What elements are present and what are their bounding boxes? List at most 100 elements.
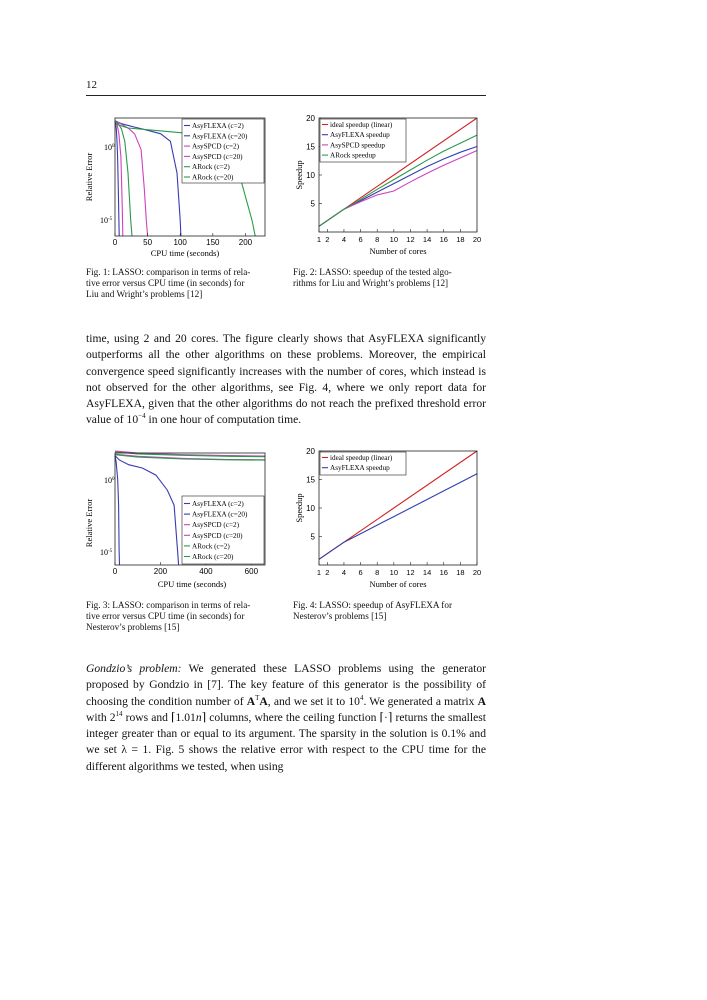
- figure-3-legend: AsyFLEXA (c=2) AsyFLEXA (c=20) AsySPCD (c=…: [181, 495, 265, 565]
- figure-3-legend-entry-asyspcd-c-20: AsySPCD (c=20): [192, 532, 243, 540]
- figure-1-caption: Fig. 1: LASSO: comparison in terms of re…: [86, 267, 286, 301]
- figure-2-xtick-label: 12: [406, 235, 414, 244]
- figure-4-xtick-label: 10: [390, 568, 398, 577]
- figure-1-legend: AsyFLEXA (c=2) AsyFLEXA (c=20) AsySPCD (c=…: [181, 118, 265, 184]
- figure-3-ytick-1: 10-5: [100, 548, 113, 557]
- matrix-symbol: A: [477, 694, 486, 708]
- figure-4-legend-entry-asyflexa-speedup: AsyFLEXA speedup: [330, 464, 390, 472]
- figure-3-legend-entry-asyflexa-c-2: AsyFLEXA (c=2): [192, 500, 244, 508]
- matrix-symbol: A: [246, 694, 256, 708]
- exponent: 14: [115, 710, 123, 719]
- figure-2-caption-line: Fig. 2: LASSO: speedup of the tested alg…: [293, 267, 452, 277]
- figure-3-caption-line: Nesterov’s problems [15]: [86, 622, 180, 633]
- figure-4-plot-area: [318, 450, 478, 560]
- figure-3-ytick-0: 100: [104, 476, 115, 485]
- figure-4-xtick-label: 6: [358, 568, 362, 577]
- figure-3-chart: 0 200 400 600 100 10-5 CPU time (seconds) R…: [84, 450, 266, 589]
- figure-3-series-asyspcd-c-2: [114, 450, 266, 457]
- figure-1-legend-entry-asyflexa-c-2: AsyFLEXA (c=2): [192, 122, 244, 130]
- figure-2-legend: ideal speedup (linear) AsyFLEXA speedup As…: [319, 118, 407, 163]
- figure-3-caption-line: tive error versus CPU time (in seconds) …: [86, 611, 245, 622]
- paragraph-1-exponent: −4: [138, 412, 146, 421]
- figure-3-caption-line: Fig. 3: LASSO: comparison in terms of re…: [86, 600, 251, 610]
- figure-4-xtick-label: 16: [440, 568, 448, 577]
- figure-1-ytick-1: 10-5: [100, 216, 113, 225]
- figure-4-xtick-label: 1: [317, 568, 321, 577]
- exponent: 4: [359, 693, 364, 702]
- figure-1-caption-line: Fig. 1: LASSO: comparison in terms of re…: [86, 267, 251, 277]
- figure-2-xtick-label: 16: [440, 235, 448, 244]
- figure-2-chart: 1 2 4 6 8 10 12 14 16 18 20 5 10 15 20 Number of cores…: [294, 114, 481, 256]
- matrix-symbol: A: [259, 694, 268, 708]
- figure-4-legend: ideal speedup (linear) AsyFLEXA speedup: [319, 451, 407, 476]
- figure-2-xtick-label: 2: [325, 235, 329, 244]
- figure-2-xtick-label: 1: [317, 235, 321, 244]
- variable-symbol: n: [195, 710, 202, 724]
- figure-2-legend-entry-ideal-speedup-linear: ideal speedup (linear): [330, 121, 393, 129]
- figure-4-xtick-label: 12: [406, 568, 414, 577]
- figure-1-ytick-0: 100: [104, 143, 115, 152]
- figure-1-series-asyflexa-c-2: [114, 120, 182, 237]
- paragraph-1-text: time, using 2 and 20 cores. The figure c…: [86, 332, 486, 427]
- figure-1-xtick-label: 0: [113, 238, 118, 247]
- figure-3-legend-entry-arock-c-2: ARock (c=2): [192, 542, 230, 550]
- figure-2-xtick-label: 18: [456, 235, 464, 244]
- figure-2-xlabel: Number of cores: [369, 246, 426, 256]
- figure-1-xlabel: CPU time (seconds): [151, 248, 220, 258]
- figure-4-xlabel: Number of cores: [369, 579, 426, 589]
- paragraph-2-text: . We generated a matrix: [363, 694, 478, 708]
- figure-2-plot-area: [318, 117, 478, 227]
- figure-2-xtick-label: 8: [375, 235, 379, 244]
- figure-4-chart: 1 2 4 6 8 10 12 14 16 18 20 5 10 15 20 Number of cores…: [294, 447, 481, 589]
- paragraph-2: Gondzio’s problem: We generated these LA…: [86, 661, 486, 775]
- paragraph-2-text: , and we set it to 10: [267, 694, 360, 708]
- figure-1-caption-line: Liu and Wright’s problems [12]: [86, 289, 203, 300]
- figure-1-xtick-label: 100: [174, 238, 188, 247]
- figure-2-xtick-label: 10: [390, 235, 398, 244]
- figure-4-ytick-label: 10: [306, 504, 315, 513]
- figure-3-xtick-label: 200: [154, 567, 168, 576]
- figure-3-legend-entry-asyflexa-c-20: AsyFLEXA (c=20): [192, 511, 248, 519]
- figure-4-ytick-label: 5: [311, 533, 316, 542]
- paragraph-2-text: ⌉ columns, where the ceiling function ⌈·…: [86, 710, 487, 773]
- figure-4-caption-line: Fig. 4: LASSO: speedup of AsyFLEXA for: [293, 600, 452, 610]
- figure-2-xtick-label: 14: [423, 235, 431, 244]
- figure-4-xtick-label: 14: [423, 568, 431, 577]
- figure-4-legend-entry-ideal-speedup-linear: ideal speedup (linear): [330, 454, 393, 462]
- figure-2-caption: Fig. 2: LASSO: speedup of the tested alg…: [293, 267, 493, 289]
- figure-4-series-asyflexa-speedup: [318, 473, 478, 560]
- figure-3-xlabel: CPU time (seconds): [158, 579, 227, 589]
- figure-4-caption: Fig. 4: LASSO: speedup of AsyFLEXA for N…: [293, 600, 493, 622]
- figure-2-xtick-label: 6: [358, 235, 362, 244]
- figure-2-caption-line: rithms for Liu and Wright’s problems [12…: [293, 278, 449, 289]
- figure-1-legend-entry-asyflexa-c-20: AsyFLEXA (c=20): [192, 132, 248, 140]
- figure-2-ytick-label: 20: [306, 114, 315, 123]
- figure-4-xtick-label: 18: [456, 568, 464, 577]
- figure-4-xtick-label: 2: [325, 568, 329, 577]
- figure-3-xtick-label: 0: [113, 567, 118, 576]
- figure-2-ytick-label: 15: [306, 143, 315, 152]
- figure-2-ytick-label: 5: [311, 200, 316, 209]
- figure-2-ylabel: Speedup: [294, 160, 304, 189]
- figure-2-legend-entry-arock-speedup: ARock speedup: [330, 152, 376, 160]
- figure-3-xtick-label: 400: [199, 567, 213, 576]
- header-rule: [86, 95, 486, 96]
- figure-1-chart: 0 50 100 150 200 100 10-5 CPU time (seconds)…: [84, 117, 266, 258]
- figure-1-ylabel: Relative Error: [84, 153, 94, 202]
- page-number: 12: [86, 79, 97, 91]
- figure-4-ticks: 1 2 4 6 8 10 12 14 16 18 20 5 10 15 20: [306, 447, 481, 577]
- figure-1-legend-entry-asyspcd-c-20: AsySPCD (c=20): [192, 153, 243, 161]
- paragraph-2-text: with 2: [86, 710, 116, 724]
- figure-2-legend-entry-asyspcd-speedup: AsySPCD speedup: [330, 141, 385, 149]
- figure-1-xtick-label: 150: [206, 238, 220, 247]
- figure-3-ylabel: Relative Error: [84, 499, 94, 548]
- figure-1-series-asyspcd-c-2: [114, 120, 149, 237]
- figure-4-xtick-label: 20: [473, 568, 481, 577]
- figure-3-series-asyflexa-c-20: [114, 455, 121, 566]
- figure-1-legend-entry-arock-c-2: ARock (c=2): [192, 163, 230, 171]
- figure-4-xtick-label: 4: [342, 568, 346, 577]
- figure-2-xtick-label: 4: [342, 235, 346, 244]
- figure-3-xtick-label: 600: [245, 567, 259, 576]
- figure-3-axes-box: [114, 452, 266, 566]
- figure-1-legend-entry-arock-c-20: ARock (c=20): [192, 174, 234, 182]
